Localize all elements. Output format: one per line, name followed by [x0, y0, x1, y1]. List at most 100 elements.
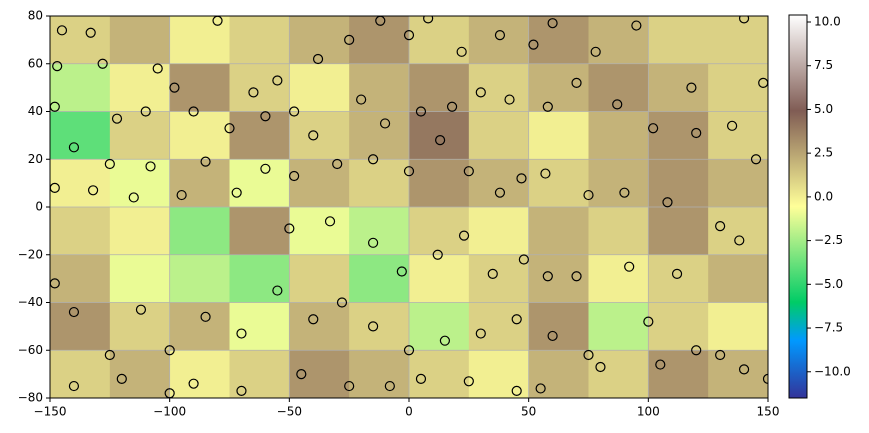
- point: [518, 254, 529, 265]
- y-tick-label: −20: [18, 247, 43, 261]
- heat-cell: [528, 63, 589, 112]
- heat-cell: [289, 111, 350, 160]
- point: [655, 359, 666, 370]
- heat-cell: [648, 16, 709, 65]
- point: [188, 106, 199, 117]
- colorbar-tick-label: 7.5: [814, 58, 833, 72]
- heat-cell: [289, 207, 350, 256]
- heat-cell: [528, 254, 589, 303]
- heat-cell: [648, 111, 709, 160]
- heat-cell: [229, 63, 290, 112]
- point: [583, 349, 594, 361]
- point: [571, 77, 582, 88]
- point: [415, 373, 427, 384]
- point: [726, 120, 738, 131]
- point: [128, 192, 139, 203]
- point: [715, 349, 726, 361]
- point: [547, 18, 558, 29]
- point: [504, 94, 515, 105]
- heat-cell: [109, 159, 171, 208]
- heat-cell: [349, 302, 410, 351]
- heat-cell: [708, 159, 768, 208]
- point: [368, 154, 379, 165]
- point: [224, 123, 235, 134]
- colorbar: [788, 14, 808, 399]
- heat-cell: [588, 159, 649, 208]
- point: [403, 29, 415, 41]
- axes: −150 −100 −50 0 50 100 150 −80 −60 −40 −20 0 20 40 60 8…: [18, 9, 851, 419]
- heat-cell: [648, 63, 709, 112]
- x-tick-label: 150: [757, 405, 780, 419]
- point: [236, 328, 247, 339]
- point: [494, 29, 506, 41]
- point: [145, 161, 156, 172]
- heat-cell: [468, 254, 530, 303]
- heat-cell: [50, 254, 111, 303]
- point: [97, 58, 108, 69]
- heat-cell: [229, 254, 290, 303]
- point: [691, 127, 702, 139]
- colorbar-tick-label: −10.0: [814, 364, 851, 378]
- point: [52, 61, 63, 72]
- point: [356, 94, 367, 105]
- heat-cell: [50, 111, 111, 160]
- point: [624, 261, 635, 272]
- heat-cell: [588, 16, 649, 65]
- colorbar-tick-label: −7.5: [814, 321, 843, 335]
- heat-cell: [409, 254, 470, 303]
- heat-cell: [528, 207, 589, 256]
- point: [284, 223, 295, 234]
- point: [671, 268, 683, 279]
- point: [368, 237, 379, 248]
- point: [403, 345, 415, 356]
- heat-cell: [50, 207, 111, 256]
- point: [169, 82, 180, 93]
- y-tick-label: −60: [18, 343, 43, 357]
- point: [715, 221, 726, 232]
- point: [368, 321, 379, 332]
- point: [140, 106, 151, 117]
- heat-cell: [50, 350, 111, 398]
- heat-cell: [169, 207, 230, 256]
- point: [231, 187, 242, 198]
- point: [312, 53, 324, 65]
- colorbar-tick-label: 10.0: [814, 14, 841, 28]
- point: [68, 306, 80, 318]
- point: [691, 345, 702, 356]
- heat-cell: [648, 302, 709, 351]
- point: [104, 158, 115, 170]
- point: [152, 63, 163, 74]
- heat-cell: [289, 159, 350, 208]
- y-tick-label: −80: [18, 391, 43, 405]
- point: [439, 335, 450, 346]
- point: [494, 187, 506, 198]
- point: [68, 380, 80, 392]
- point: [571, 271, 582, 282]
- heat-cell: [229, 159, 290, 208]
- heat-cell: [708, 302, 768, 351]
- point: [475, 328, 486, 339]
- heat-cell: [349, 16, 410, 65]
- point: [432, 249, 443, 260]
- heat-cell: [50, 302, 111, 351]
- point: [540, 168, 551, 179]
- x-tick-label: −50: [277, 405, 302, 419]
- point: [236, 385, 247, 396]
- heat-cell: [648, 254, 709, 303]
- x-tick-label: 100: [637, 405, 660, 419]
- point: [547, 330, 558, 342]
- point: [260, 111, 271, 122]
- heat-cell: [50, 63, 111, 112]
- heat-cell: [50, 16, 111, 65]
- point: [590, 46, 601, 57]
- heat-cell: [169, 111, 230, 160]
- point: [260, 163, 271, 174]
- heat-cell: [50, 159, 111, 208]
- heat-cell: [349, 350, 410, 398]
- point: [686, 82, 697, 93]
- point: [738, 16, 750, 24]
- heat-cell: [588, 350, 649, 398]
- heat-cell: [409, 63, 470, 112]
- point: [528, 39, 539, 50]
- point: [648, 123, 659, 134]
